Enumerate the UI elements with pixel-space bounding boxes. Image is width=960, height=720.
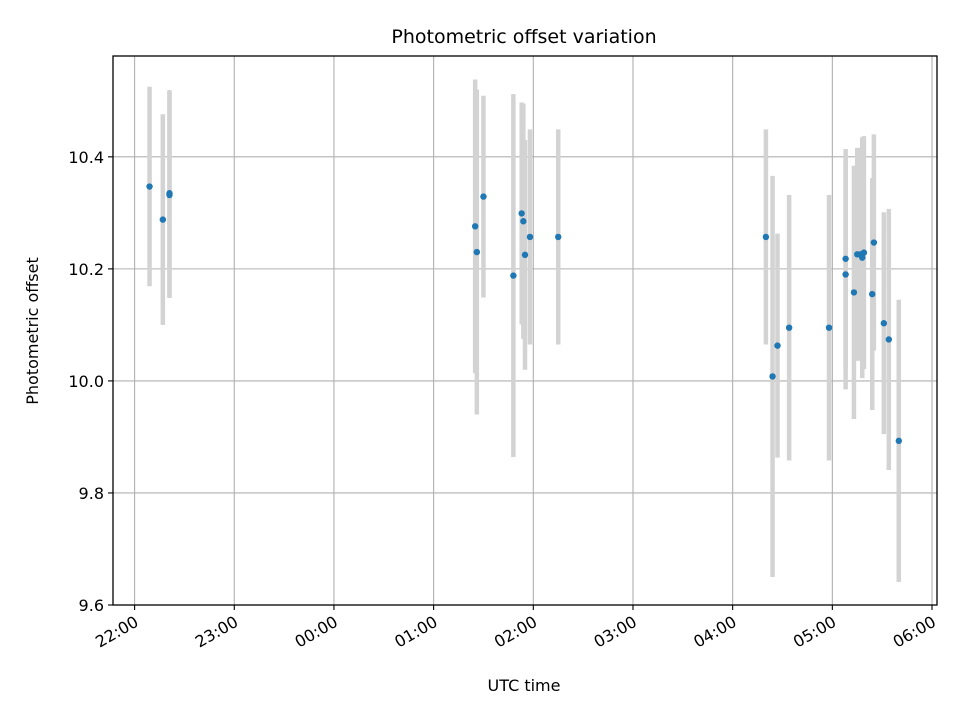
- x-axis-ticks: 22:00 23:00 00:00 01:00 02:00 03:00 04:00 05:00…: [92, 605, 939, 652]
- data-points: [146, 183, 902, 445]
- x-tick-label: 04:00: [690, 612, 739, 652]
- y-tick-label: 10.0: [68, 372, 104, 391]
- plot-frame: [112, 55, 938, 606]
- y-tick-label: 9.8: [79, 484, 104, 503]
- data-point: [870, 239, 878, 246]
- data-point: [880, 320, 888, 327]
- data-point: [518, 210, 525, 217]
- x-tick-label: 06:00: [890, 612, 939, 652]
- data-point: [471, 223, 479, 230]
- x-tick-label: 03:00: [591, 612, 640, 652]
- data-point: [842, 255, 849, 262]
- data-point: [526, 233, 534, 241]
- y-tick-label: 10.4: [68, 148, 104, 167]
- data-point: [885, 336, 893, 343]
- data-point: [510, 272, 517, 279]
- data-point: [762, 233, 770, 241]
- data-point: [473, 248, 481, 256]
- data-point: [555, 233, 562, 241]
- x-axis-label: UTC time: [488, 676, 561, 695]
- y-tick-label: 10.2: [68, 260, 104, 279]
- data-point: [850, 289, 858, 296]
- x-tick-label: 05:00: [790, 612, 839, 652]
- data-point: [842, 271, 849, 278]
- data-point: [521, 251, 529, 259]
- data-point: [859, 254, 866, 261]
- y-axis-label: Photometric offset: [23, 257, 42, 405]
- data-point: [159, 216, 167, 223]
- data-point: [520, 218, 527, 225]
- data-point: [166, 190, 173, 197]
- data-point: [480, 193, 487, 200]
- data-point: [146, 183, 153, 190]
- x-tick-label: 23:00: [192, 612, 241, 652]
- y-tick-label: 9.6: [79, 596, 104, 615]
- x-tick-label: 01:00: [391, 612, 440, 652]
- chart-title: Photometric offset variation: [391, 26, 656, 48]
- data-point: [774, 342, 781, 349]
- x-tick-label: 22:00: [92, 612, 141, 652]
- data-point: [860, 249, 868, 256]
- data-point: [869, 290, 876, 298]
- errorbars: [147, 79, 902, 583]
- data-point: [825, 324, 833, 331]
- x-tick-label: 02:00: [491, 612, 540, 652]
- data-point: [785, 324, 793, 331]
- y-axis-ticks: 9.6 9.8 10.0 10.2 10.4: [68, 148, 113, 615]
- data-point: [769, 373, 776, 380]
- x-tick-label: 00:00: [292, 612, 341, 652]
- data-point: [895, 437, 902, 445]
